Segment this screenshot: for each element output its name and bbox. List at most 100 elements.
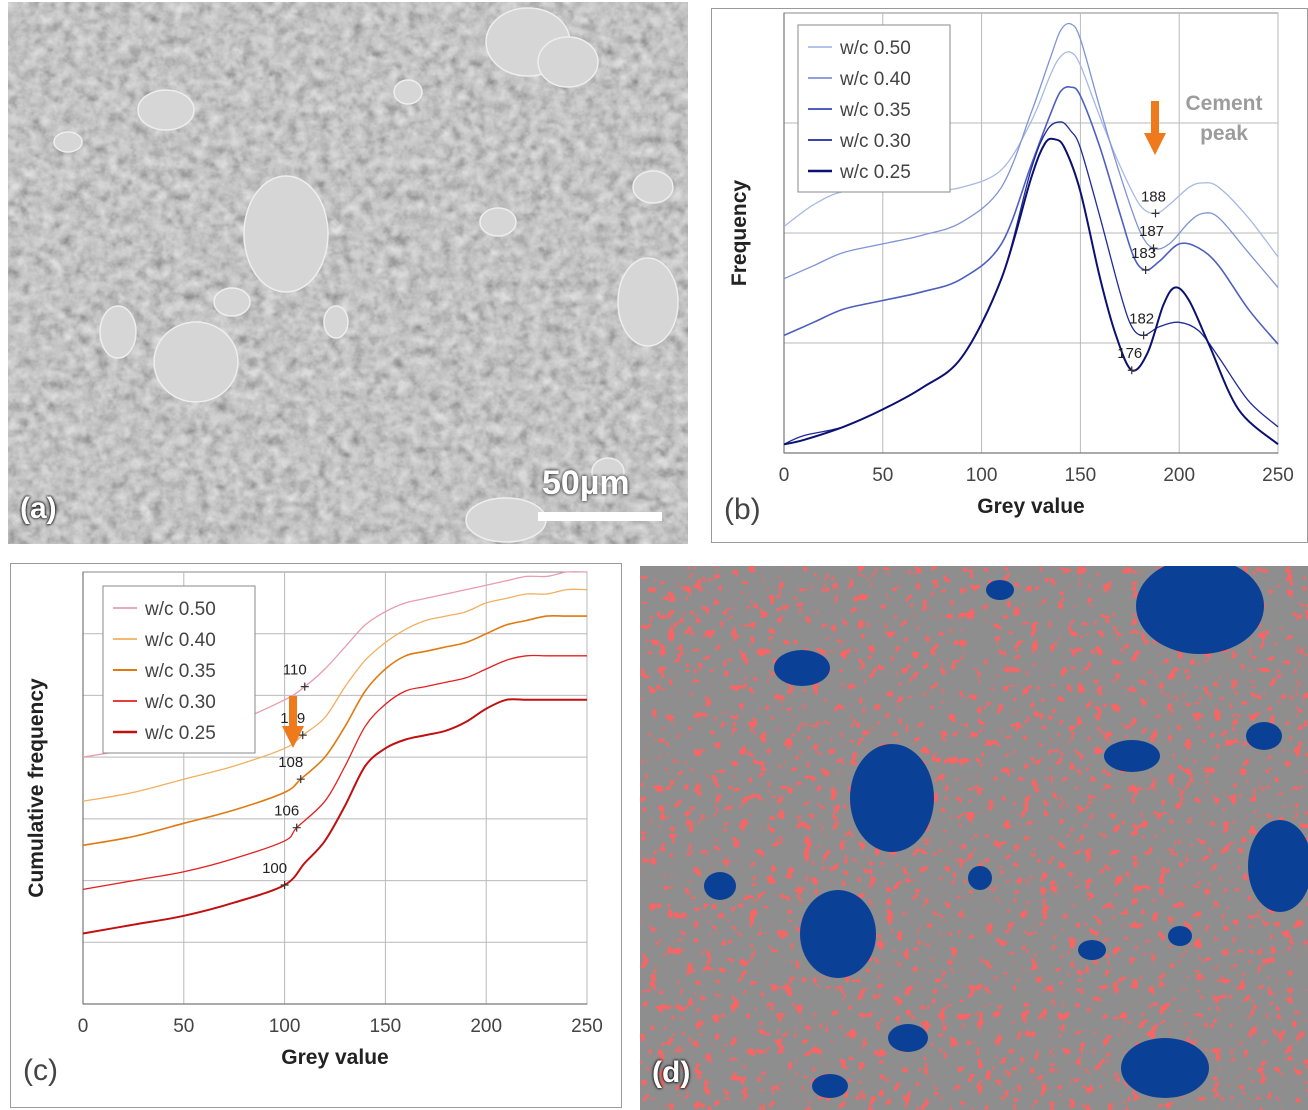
legend-label: w/c 0.50 (144, 599, 216, 620)
data-point-marker (280, 880, 289, 889)
series-line (783, 22, 1279, 288)
x-tick-label: 150 (1065, 465, 1097, 486)
unhydrated-cement-region (1248, 820, 1308, 912)
panel-c-label: (c) (23, 1054, 58, 1087)
unhydrated-grain (323, 305, 349, 339)
x-tick-label: 0 (78, 1016, 89, 1037)
x-tick-label: 50 (173, 1016, 194, 1037)
data-point-marker (298, 731, 307, 740)
unhydrated-grain (479, 207, 517, 237)
cement-peak-arrow (1144, 101, 1166, 155)
panel-b-label: (b) (724, 493, 761, 526)
legend: w/c 0.50 w/c 0.40 w/c 0.35 w/c 0.30 w/c 0.25 (102, 585, 256, 754)
point-labels: 188 187 183 182 176 (1117, 188, 1166, 375)
legend: w/c 0.50 w/c 0.40 w/c 0.35 w/c 0.30 w/c 0.25 (797, 24, 951, 193)
unhydrated-cement-region (800, 890, 876, 978)
data-point-marker (296, 775, 305, 784)
unhydrated-grain (243, 175, 329, 293)
x-tick-label: 200 (470, 1016, 502, 1037)
data-point-label: 187 (1139, 223, 1164, 240)
x-tick-label: 250 (571, 1016, 603, 1037)
unhydrated-grain (137, 89, 195, 131)
data-point-marker (1141, 266, 1150, 275)
unhydrated-cement-region (850, 744, 934, 852)
unhydrated-grain (393, 79, 423, 105)
x-tick-label: 100 (966, 465, 998, 486)
data-point-marker (1127, 366, 1136, 375)
legend-label: w/c 0.40 (839, 69, 911, 90)
unhydrated-cement-region (1078, 940, 1106, 960)
unhydrated-grain (537, 36, 599, 88)
x-axis-title: Grey value (977, 495, 1084, 518)
cumulative-chart-panel: 0 50 100 150 200 250 Grey value Cumulative freq… (10, 563, 622, 1108)
data-point-label: 176 (1117, 345, 1142, 362)
scale-bar-label: 50µm (542, 464, 630, 502)
y-axis-title: Cumulative frequency (25, 678, 48, 898)
data-point-label: 108 (278, 754, 303, 771)
unhydrated-grain (153, 321, 239, 403)
unhydrated-cement-region (812, 1074, 848, 1098)
legend-label: w/c 0.40 (144, 630, 216, 651)
x-tick-label: 200 (1163, 465, 1195, 486)
panel-d-label: (d) (652, 1056, 691, 1089)
legend-label: w/c 0.35 (144, 661, 216, 682)
unhydrated-grain (53, 131, 83, 153)
data-point-marker (292, 823, 301, 832)
data-point-marker (300, 682, 309, 691)
histogram-chart: 0 50 100 150 200 250 Grey value Frequency 188 187… (728, 12, 1294, 518)
data-point-label: 106 (274, 803, 299, 820)
legend-label: w/c 0.30 (144, 692, 216, 713)
threshold-arrow (282, 696, 304, 748)
scale-bar (538, 512, 662, 521)
x-tick-label: 50 (872, 465, 893, 486)
data-point-marker (1139, 331, 1148, 340)
x-axis-title: Grey value (281, 1046, 388, 1069)
legend-label: w/c 0.25 (144, 723, 216, 744)
x-tick-label: 100 (269, 1016, 301, 1037)
data-point-marker (1151, 209, 1160, 218)
sem-micrograph-image (8, 2, 688, 544)
series-line (783, 137, 1279, 446)
unhydrated-grain (632, 170, 674, 204)
series-line (783, 86, 1279, 345)
unhydrated-cement-region (986, 580, 1014, 600)
cement-peak-annotation: Cement (1185, 92, 1262, 115)
x-tick-label: 150 (370, 1016, 402, 1037)
unhydrated-cement-region (1168, 926, 1192, 946)
histogram-chart-panel: 0 50 100 150 200 250 Grey value Frequency 188 187… (711, 8, 1308, 543)
x-tick-label: 250 (1262, 465, 1294, 486)
cement-peak-annotation: peak (1200, 122, 1248, 145)
data-point-label: 110 (283, 662, 307, 679)
legend-label: w/c 0.25 (839, 162, 911, 183)
unhydrated-cement-region (774, 650, 830, 686)
point-labels: 110109108106100 (262, 662, 309, 889)
series-line (82, 698, 587, 935)
legend-label: w/c 0.50 (839, 38, 911, 59)
cumulative-chart: 0 50 100 150 200 250 Grey value Cumulative freq… (25, 571, 603, 1069)
unhydrated-grain (99, 305, 137, 359)
legend-label: w/c 0.35 (839, 100, 911, 121)
segmented-phase-map-panel: (d) (640, 566, 1308, 1110)
data-point-label: 188 (1141, 188, 1166, 205)
legend-label: w/c 0.30 (839, 131, 911, 152)
series-line (82, 654, 587, 891)
unhydrated-grain (465, 497, 547, 543)
unhydrated-cement-region (704, 872, 736, 900)
segmented-phase-map-image (640, 566, 1308, 1110)
unhydrated-grain (591, 457, 625, 487)
data-point-label: 100 (262, 860, 287, 877)
unhydrated-cement-region (968, 866, 992, 890)
unhydrated-cement-region (888, 1024, 928, 1052)
unhydrated-cement-region (1104, 740, 1160, 772)
panel-a-label: (a) (20, 492, 57, 525)
unhydrated-grain (213, 287, 251, 317)
data-point-label: 183 (1131, 245, 1156, 262)
unhydrated-grain (617, 257, 679, 347)
unhydrated-cement-region (1136, 566, 1264, 654)
unhydrated-cement-region (1121, 1038, 1209, 1098)
unhydrated-cement-region (1246, 722, 1282, 750)
x-tick-label: 0 (779, 465, 790, 486)
data-point-marker (1149, 244, 1158, 253)
series-line (82, 614, 587, 847)
sem-micrograph-panel: (a) 50µm (8, 2, 688, 544)
